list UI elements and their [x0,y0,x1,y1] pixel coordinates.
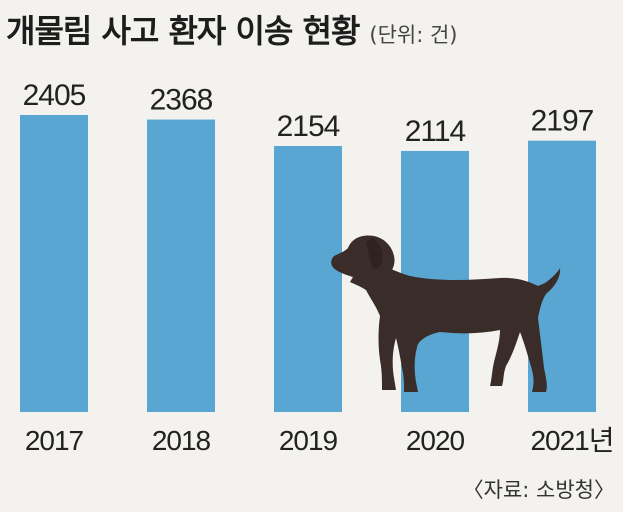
chart-title: 개물림 사고 환자 이송 현황 [6,12,360,50]
source-note: 〈자료: 소방청〉 [462,478,615,502]
category-label-0: 2017 [25,425,84,456]
bars-group: 2405 2017 2368 2018 2154 2019 2114 2020 2197 2021… [20,79,615,456]
category-label-3: 2020 [406,425,465,456]
category-label-2: 2019 [279,425,338,456]
dog-silhouette-icon [331,235,561,392]
value-label-0: 2405 [23,79,86,112]
bar-0 [20,114,88,413]
category-label-1: 2018 [152,425,211,456]
value-label-3: 2114 [405,115,466,148]
category-label-4: 2021년 [530,425,613,456]
title-row: 개물림 사고 환자 이송 현황 (단위: 건) [6,6,458,52]
value-label-2: 2154 [277,110,340,143]
bar-1 [147,119,215,412]
value-label-4: 2197 [531,105,594,138]
unit-label: (단위: 건) [369,23,458,47]
value-label-1: 2368 [150,84,213,117]
bar-2 [274,145,342,412]
